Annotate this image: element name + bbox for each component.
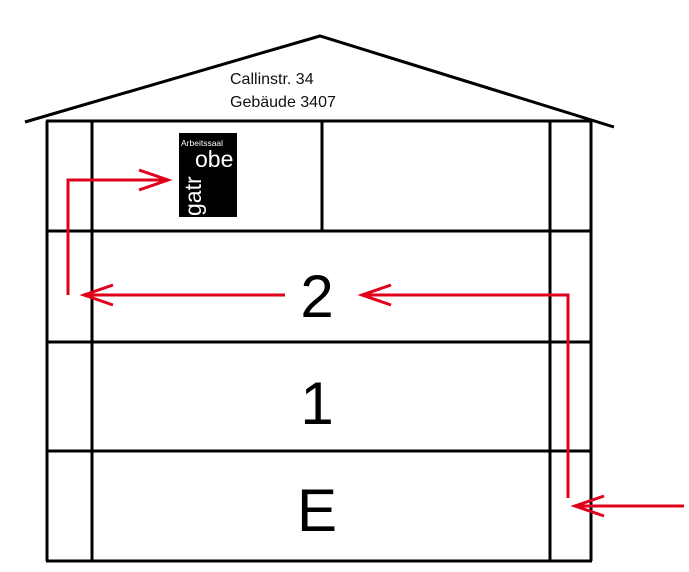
entry-arrowhead [570, 494, 605, 518]
logo-small-text: Arbeitssaal [181, 138, 223, 148]
arrowhead-into-floor-2 [357, 283, 392, 307]
floor-label-e: E [297, 477, 337, 544]
logo-background [179, 133, 237, 217]
floor-label-2: 2 [300, 263, 333, 330]
route-arrows [66, 168, 684, 518]
arrowhead-left [79, 283, 114, 307]
address-building: Gebäude 3407 [230, 94, 336, 111]
garderobe-logo: Arbeitssaal obe gatr [179, 133, 237, 217]
path-to-garderobe [66, 178, 168, 295]
floor-label-1: 1 [300, 370, 333, 437]
building-walls [45, 119, 593, 563]
logo-rotated-text: gatr [180, 176, 206, 216]
logo-big-text: obe [195, 146, 233, 172]
roof [24, 34, 615, 129]
address-street: Callinstr. 34 [230, 71, 314, 88]
stair-path-right [362, 293, 570, 498]
arrowhead-to-garderobe [138, 168, 173, 192]
